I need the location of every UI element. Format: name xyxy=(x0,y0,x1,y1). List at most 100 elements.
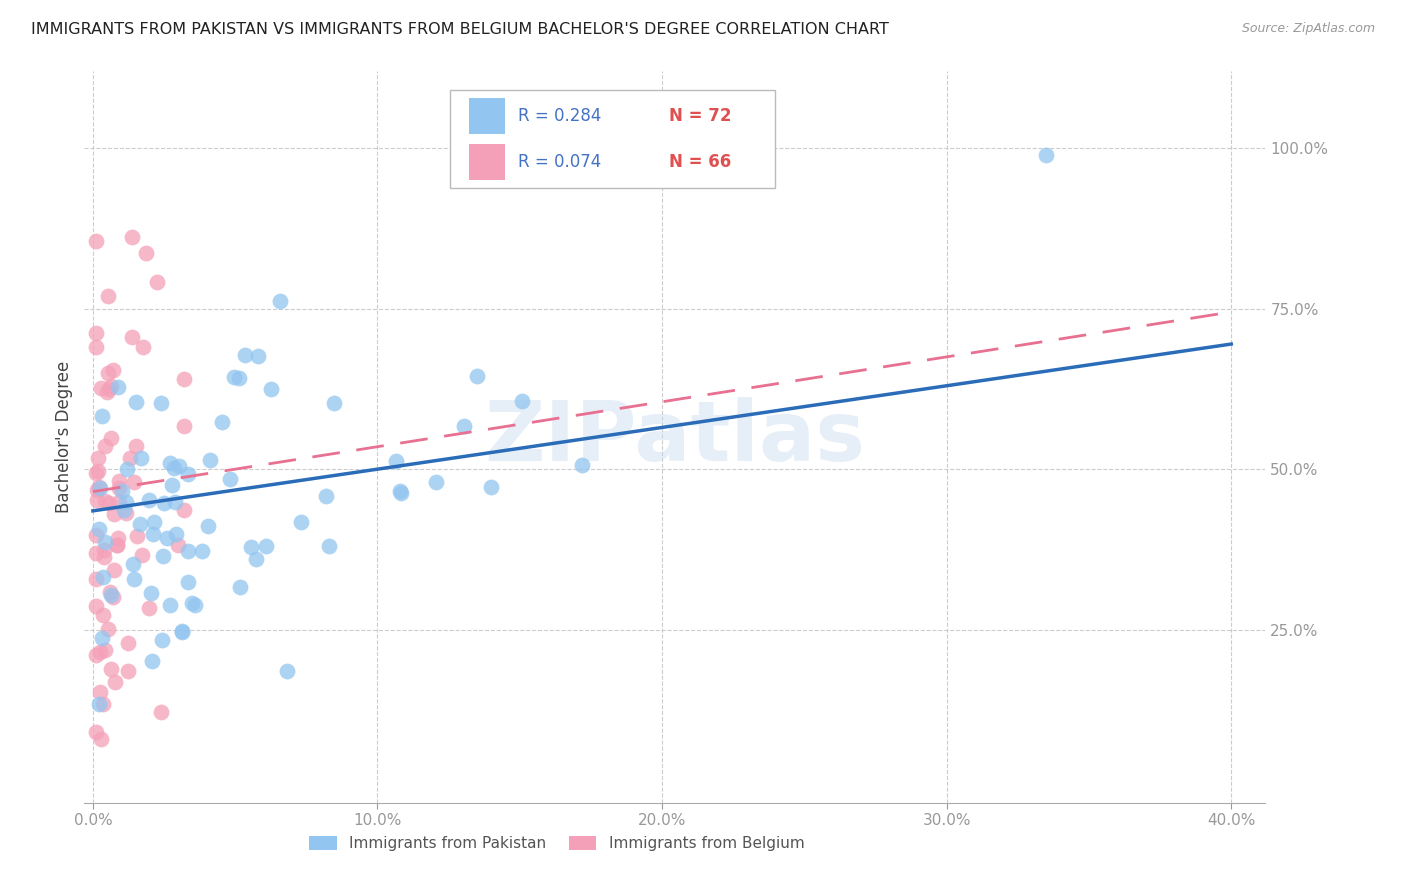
FancyBboxPatch shape xyxy=(470,98,505,135)
Point xyxy=(84,234,107,248)
Point xyxy=(91,697,114,711)
Point xyxy=(170,625,193,640)
Point xyxy=(87,522,110,536)
Point xyxy=(146,276,169,290)
Point xyxy=(112,502,135,516)
Point xyxy=(150,396,173,410)
Point xyxy=(177,574,200,589)
Point xyxy=(167,538,190,552)
Point xyxy=(108,494,131,508)
Point xyxy=(159,456,181,470)
Point xyxy=(89,481,111,495)
Point xyxy=(235,347,257,361)
Point xyxy=(107,475,129,489)
Point xyxy=(163,460,186,475)
Point xyxy=(141,654,163,668)
Point xyxy=(150,633,173,648)
Point xyxy=(111,483,134,498)
Point xyxy=(191,544,214,558)
Point xyxy=(159,599,181,613)
Text: IMMIGRANTS FROM PAKISTAN VS IMMIGRANTS FROM BELGIUM BACHELOR'S DEGREE CORRELATIO: IMMIGRANTS FROM PAKISTAN VS IMMIGRANTS F… xyxy=(31,22,889,37)
Point xyxy=(163,495,186,509)
Point xyxy=(97,366,120,380)
Point xyxy=(100,588,122,602)
Point xyxy=(315,489,337,503)
Point xyxy=(107,531,129,545)
Point xyxy=(105,538,128,552)
Point xyxy=(389,484,412,499)
Point xyxy=(385,453,408,467)
Point xyxy=(89,684,111,698)
Point xyxy=(91,570,114,584)
Point xyxy=(224,369,246,384)
Point xyxy=(510,394,533,409)
Text: R = 0.074: R = 0.074 xyxy=(517,153,600,171)
Point xyxy=(86,467,108,481)
Point xyxy=(156,531,179,545)
Point xyxy=(170,624,193,638)
Point xyxy=(84,648,107,662)
Point xyxy=(138,493,160,508)
FancyBboxPatch shape xyxy=(450,90,775,188)
Point xyxy=(96,384,118,399)
Point xyxy=(89,645,111,659)
Point xyxy=(94,493,117,508)
Point xyxy=(389,485,412,500)
Point xyxy=(176,467,198,481)
Point xyxy=(84,546,107,560)
Point xyxy=(97,382,120,396)
Point xyxy=(107,380,129,394)
Point xyxy=(84,528,107,542)
Point xyxy=(87,697,110,711)
Point xyxy=(479,480,502,494)
Point xyxy=(323,396,346,410)
Point xyxy=(84,572,107,586)
Point xyxy=(131,548,153,562)
Point xyxy=(101,363,124,377)
Point xyxy=(125,395,148,409)
Point xyxy=(183,598,205,612)
Point xyxy=(90,381,112,395)
Point xyxy=(93,543,115,558)
Point xyxy=(94,643,117,657)
Point xyxy=(135,246,157,260)
Point xyxy=(269,293,291,308)
Point xyxy=(98,585,121,599)
Point xyxy=(177,544,200,558)
Point xyxy=(115,506,138,520)
Point xyxy=(276,664,298,678)
Point xyxy=(259,382,281,396)
Point xyxy=(132,340,155,354)
Point xyxy=(465,368,488,383)
Point xyxy=(87,450,110,465)
Point xyxy=(97,622,120,636)
FancyBboxPatch shape xyxy=(470,144,505,180)
Point xyxy=(103,563,125,577)
Point xyxy=(125,439,148,453)
Point xyxy=(290,516,312,530)
Point xyxy=(211,415,233,429)
Point xyxy=(173,372,195,386)
Point xyxy=(121,330,143,344)
Point xyxy=(228,371,250,385)
Point xyxy=(90,409,112,424)
Point xyxy=(93,607,115,622)
Point xyxy=(153,496,176,510)
Point xyxy=(115,462,138,476)
Point xyxy=(122,557,145,571)
Point xyxy=(245,551,267,566)
Point xyxy=(143,516,166,530)
Point xyxy=(91,631,114,645)
Point xyxy=(105,538,128,552)
Point xyxy=(246,349,269,363)
Text: R = 0.284: R = 0.284 xyxy=(517,107,602,125)
Point xyxy=(84,599,107,613)
Point xyxy=(240,541,263,555)
Point xyxy=(121,229,143,244)
Point xyxy=(86,483,108,497)
Point xyxy=(129,516,152,531)
Point xyxy=(87,464,110,478)
Point xyxy=(122,475,145,490)
Point xyxy=(84,326,107,340)
Point xyxy=(115,494,138,508)
